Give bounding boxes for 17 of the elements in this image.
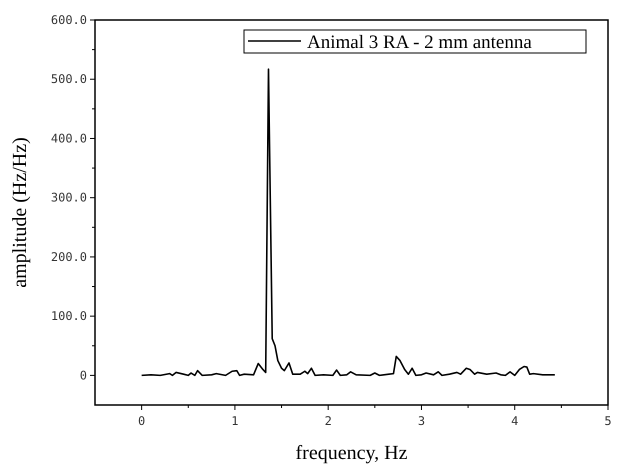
y-tick-label: 600.0 [50,13,87,27]
y-tick-label: 200.0 [50,250,87,264]
x-tick-label: 2 [324,414,332,428]
y-tick-label: 400.0 [50,131,87,146]
y-tick-label: 100.0 [50,309,87,324]
y-tick-label: 500.0 [50,72,87,86]
x-tick-label: 4 [511,414,518,428]
x-axis-title: frequency, Hz [296,442,408,464]
x-tick-label: 3 [418,414,426,428]
y-axis-title: amplitude (Hz/Hz) [9,137,31,288]
line-series [140,68,556,376]
x-tick-label: 0 [138,414,146,428]
x-tick-label: 5 [604,414,612,428]
x-tick-label: 1 [231,414,239,428]
y-tick-label: 0 [80,368,87,382]
legend-label: Animal 3 RA - 2 mm antenna [307,32,532,53]
y-tick-label: 300.0 [50,190,87,205]
